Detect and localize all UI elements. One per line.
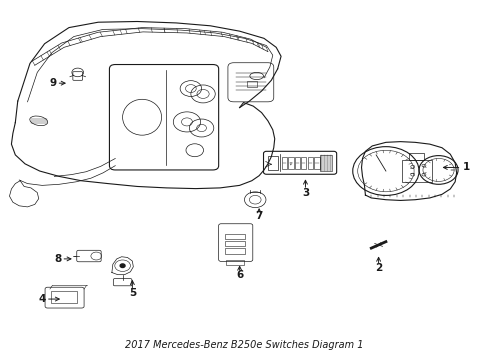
Text: 5: 5 [128,288,136,298]
Bar [281,157,286,169]
Text: 7: 7 [255,211,262,221]
Bar [224,248,245,253]
Bar [314,157,319,169]
Bar [246,81,256,87]
Text: 4: 4 [39,294,46,304]
Text: 9: 9 [50,78,57,88]
Bar [301,157,306,169]
Bar [224,234,245,239]
Text: 2017 Mercedes-Benz B250e Switches Diagram 1: 2017 Mercedes-Benz B250e Switches Diagra… [125,340,363,350]
Bar [294,157,300,169]
Bar [51,291,77,303]
Text: 2: 2 [374,263,382,273]
Bar [288,157,293,169]
Text: 6: 6 [236,270,243,280]
Text: 3: 3 [301,188,308,198]
Bar [268,156,278,170]
Bar [225,260,244,265]
Bar [320,155,331,171]
Text: 1: 1 [462,162,469,172]
Circle shape [120,264,125,267]
Text: 8: 8 [55,254,61,264]
Bar [224,241,245,246]
Bar [307,157,313,169]
